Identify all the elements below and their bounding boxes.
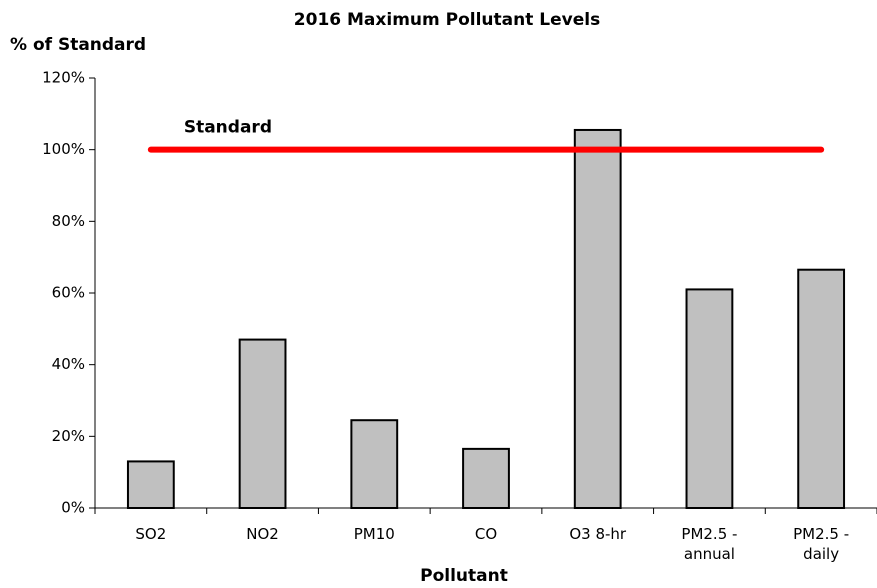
y-tick-label: 80% [52, 212, 85, 230]
bar [462, 447, 510, 509]
bar [685, 288, 734, 509]
x-tick-label: NO2 [246, 525, 279, 543]
y-tick-label: 60% [52, 284, 85, 302]
x-tick-label: O3 8-hr [569, 525, 627, 543]
bar [797, 268, 846, 510]
x-tick-label: PM2.5 - daily [793, 525, 850, 563]
x-tick-label: PM10 [353, 525, 395, 543]
chart-title: 2016 Maximum Pollutant Levels [294, 10, 600, 30]
y-tick-label: 100% [42, 140, 85, 158]
x-axis-label: Pollutant [420, 566, 508, 586]
y-tick-label: 40% [52, 355, 85, 373]
reference-line-label: Standard [184, 118, 272, 138]
bar [238, 338, 287, 510]
x-tick-label: SO2 [135, 525, 167, 543]
y-tick-label: 20% [52, 427, 85, 445]
y-tick-label: 120% [42, 69, 85, 87]
y-axis-label: % of Standard [10, 35, 146, 55]
x-tick-label: PM2.5 - annual [681, 525, 738, 563]
x-tick-label: CO [474, 525, 498, 543]
bar [573, 128, 622, 509]
bar [350, 419, 399, 510]
y-tick-label: 0% [61, 499, 85, 517]
bar [126, 460, 175, 509]
